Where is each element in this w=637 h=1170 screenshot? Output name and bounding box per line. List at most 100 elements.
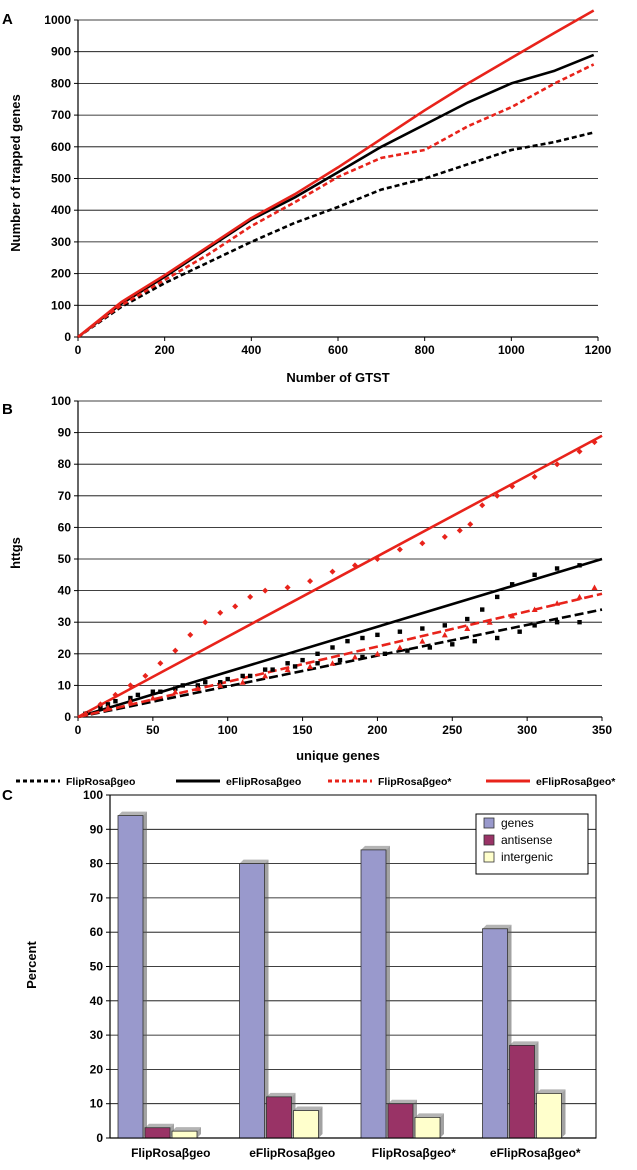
chart-c-bar-side xyxy=(440,1113,444,1138)
chart-c-bar-intergenic xyxy=(536,1093,562,1139)
chart-b-point xyxy=(300,657,305,663)
chart-b-point xyxy=(351,653,358,660)
chart-b-point xyxy=(157,660,164,667)
chart-c-bar-antisense xyxy=(144,1127,171,1139)
chart-b-point xyxy=(374,650,381,657)
chart-c-legend-label: intergenic xyxy=(501,850,553,864)
chart-a-xtick-label: 1200 xyxy=(585,343,612,357)
chart-b-xtick-label: 150 xyxy=(293,723,313,737)
chart-c-legend-swatch xyxy=(483,834,495,846)
chart-b-xtick-label: 350 xyxy=(592,723,612,737)
chart-b-point xyxy=(82,710,89,717)
chart-b-point xyxy=(232,603,239,610)
chart-c-plot-border xyxy=(109,794,597,1139)
chart-c-category-label: FlipRosaβgeo* xyxy=(372,1146,456,1160)
chart-c-legend-label: genes xyxy=(501,816,534,830)
chart-b-point xyxy=(441,533,448,540)
chart-b-ytick-label: 90 xyxy=(58,426,72,440)
chart-b-point xyxy=(135,692,141,698)
chart-b-point xyxy=(427,645,433,650)
chart-c-bar-top xyxy=(239,859,269,864)
chart-a-ytick-label: 900 xyxy=(51,45,71,59)
chart-b-point xyxy=(329,660,336,666)
chart-a-xtick-label: 200 xyxy=(155,343,175,357)
chart-b-point xyxy=(112,691,119,698)
chart-a-xtick-label: 1000 xyxy=(498,343,525,357)
chart-b-point xyxy=(509,612,516,619)
chart-b-xlabel: unique genes xyxy=(296,748,380,763)
chart-b-point xyxy=(97,701,104,708)
chart-b-xtick-label: 300 xyxy=(517,723,537,737)
chart-b-xtick-label: 100 xyxy=(218,723,238,737)
chart-b-point xyxy=(577,620,582,625)
chart-b-point xyxy=(307,663,314,669)
chart-b-point xyxy=(554,566,560,571)
chart-b-ytick-label: 50 xyxy=(58,552,72,566)
chart-b-point xyxy=(104,704,111,711)
chart-b-point xyxy=(329,568,336,575)
chart-c-bar-genes xyxy=(360,849,387,1139)
chart-c-legend-box xyxy=(475,813,589,875)
chart-b-point xyxy=(486,619,493,625)
chart-b-ytick-label: 70 xyxy=(58,489,72,503)
chart-c-legend: genes antisense intergenic xyxy=(475,813,589,875)
chart-c-ytick-label: 80 xyxy=(90,857,104,871)
chart-b-point xyxy=(262,667,268,672)
chart-a-xtick-label: 600 xyxy=(328,343,348,357)
chart-c-bar-antisense xyxy=(266,1096,292,1139)
chart-b-point xyxy=(187,631,194,638)
chart-b-point xyxy=(307,578,314,585)
chart-c-bar-antisense xyxy=(509,1044,535,1139)
chart-b-point xyxy=(345,638,350,644)
chart-b-xtick-label: 0 xyxy=(75,723,82,737)
chart-c-ytick-label: 90 xyxy=(90,822,104,836)
chart-c-legend-swatch xyxy=(483,817,495,829)
chart-b-ytick-label: 100 xyxy=(51,394,71,408)
chart-b-point xyxy=(284,584,291,591)
chart-a-xtick-label: 800 xyxy=(415,343,435,357)
chart-b-point xyxy=(509,483,516,490)
chart-c-bar-top xyxy=(388,1099,417,1104)
chart-b-point xyxy=(172,688,179,695)
chart-b-point xyxy=(419,540,426,547)
chart-b-point xyxy=(554,620,560,625)
chart-b-point xyxy=(180,683,185,688)
chart-b-point xyxy=(113,699,118,704)
chart-b-point xyxy=(509,582,515,587)
chart-a-series-line xyxy=(77,131,595,339)
legend-label: FlipRosaβgeo* xyxy=(378,776,452,788)
chart-b-point xyxy=(576,593,583,600)
chart-a-ytick-label: 800 xyxy=(51,76,71,90)
chart-c-bar-top xyxy=(293,1106,323,1111)
chart-c-ytick-label: 70 xyxy=(90,891,104,905)
chart-c-legend-label: antisense xyxy=(501,833,553,847)
chart-b-point xyxy=(142,672,149,679)
chart-b-point xyxy=(419,638,426,644)
chart-b-point xyxy=(495,594,500,600)
chart-b-point xyxy=(465,616,470,622)
chart-b-xtick-label: 50 xyxy=(146,723,160,737)
chart-b-point xyxy=(172,647,179,654)
chart-b-point xyxy=(591,439,598,446)
chart-b-point xyxy=(480,607,485,612)
chart-c-bar-top xyxy=(536,1089,566,1094)
chart-b-ytick-label: 0 xyxy=(64,710,71,724)
panel-label-b: B xyxy=(2,401,13,418)
chart-b-point xyxy=(203,680,208,685)
chart-c-bar-genes xyxy=(482,928,508,1139)
chart-c-bar-top xyxy=(415,1113,444,1118)
chart-b-point xyxy=(284,666,291,673)
chart-b-point xyxy=(98,705,103,710)
chart-b-ytick-label: 80 xyxy=(58,457,72,471)
chart-b-point xyxy=(554,461,561,468)
chart-b-point xyxy=(531,473,538,480)
chart-a-series-line xyxy=(77,53,595,339)
chart-c-ytick-label: 20 xyxy=(90,1062,104,1076)
chart-b-point xyxy=(554,600,561,606)
chart-c-bar-genes xyxy=(239,863,265,1139)
chart-b-point xyxy=(195,683,200,688)
chart-b-point xyxy=(240,673,245,679)
chart-c-bar-top xyxy=(509,1041,539,1046)
chart-c-ytick-label: 0 xyxy=(96,1131,103,1145)
